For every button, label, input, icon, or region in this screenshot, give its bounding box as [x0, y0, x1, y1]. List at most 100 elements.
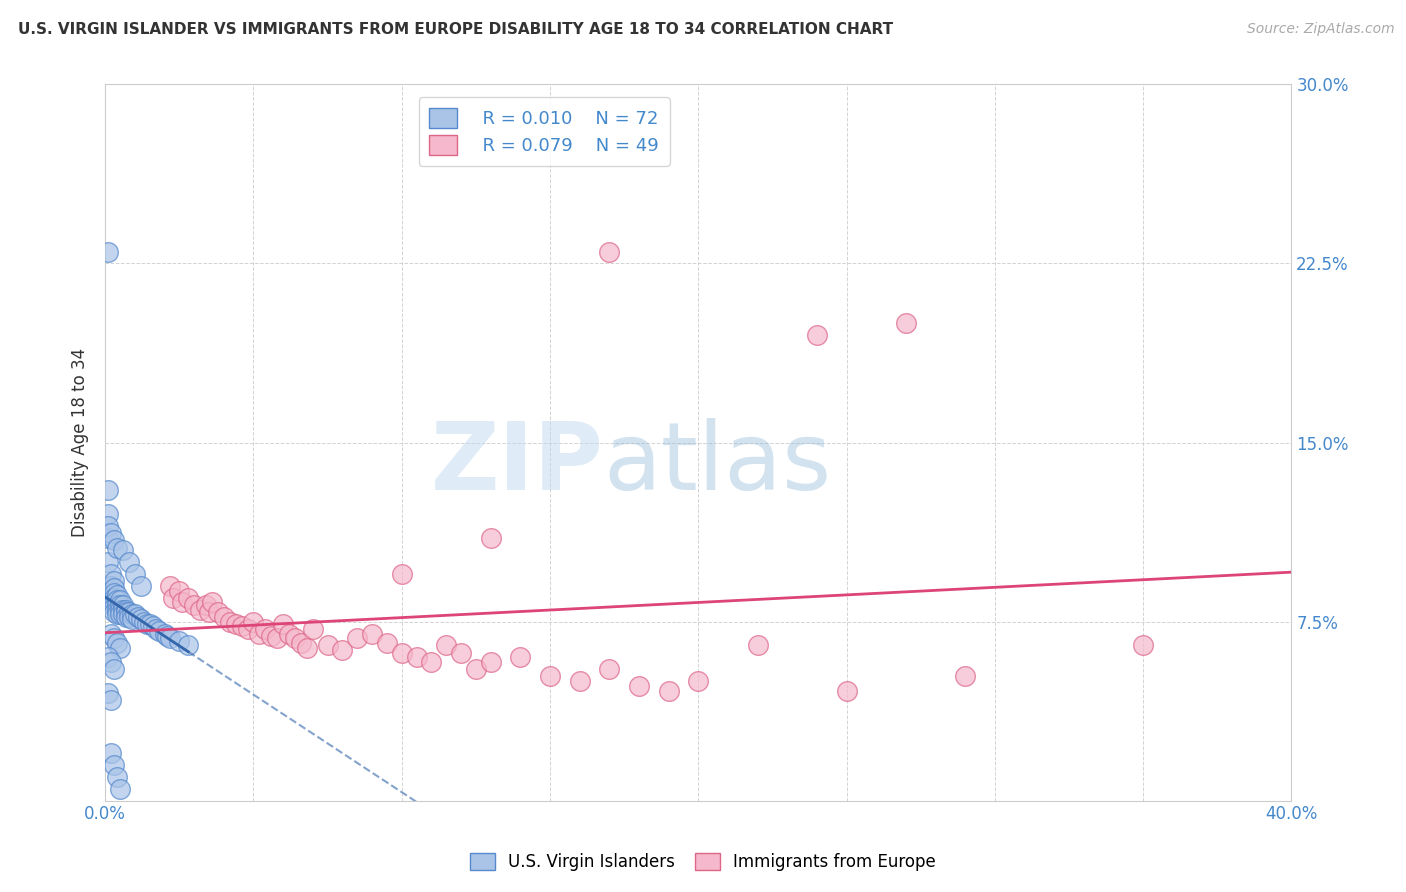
- Point: [218, 615, 240, 629]
- Point: [375, 636, 398, 650]
- Point: [97, 650, 120, 665]
- Point: [103, 632, 125, 646]
- Point: [103, 591, 125, 605]
- Point: [108, 640, 131, 655]
- Point: [242, 615, 264, 629]
- Point: [153, 626, 176, 640]
- Point: [97, 244, 120, 259]
- Point: [100, 566, 122, 581]
- Text: U.S. VIRGIN ISLANDER VS IMMIGRANTS FROM EUROPE DISABILITY AGE 18 TO 34 CORRELATI: U.S. VIRGIN ISLANDER VS IMMIGRANTS FROM …: [18, 22, 893, 37]
- Point: [212, 609, 235, 624]
- Point: [100, 591, 122, 605]
- Point: [108, 781, 131, 796]
- Point: [145, 622, 167, 636]
- Point: [420, 655, 443, 669]
- Point: [169, 583, 191, 598]
- Point: [111, 543, 134, 558]
- Point: [806, 328, 828, 343]
- Point: [509, 650, 531, 665]
- Point: [118, 609, 141, 624]
- Point: [105, 770, 128, 784]
- Point: [105, 602, 128, 616]
- Point: [124, 607, 146, 622]
- Point: [103, 574, 125, 588]
- Point: [156, 629, 179, 643]
- Point: [121, 607, 143, 622]
- Point: [132, 615, 155, 629]
- Point: [295, 640, 318, 655]
- Point: [183, 598, 205, 612]
- Point: [747, 639, 769, 653]
- Text: ZIP: ZIP: [430, 418, 603, 510]
- Point: [108, 602, 131, 616]
- Point: [105, 636, 128, 650]
- Point: [111, 598, 134, 612]
- Point: [278, 626, 301, 640]
- Point: [100, 595, 122, 609]
- Point: [103, 600, 125, 615]
- Text: atlas: atlas: [603, 418, 831, 510]
- Point: [100, 693, 122, 707]
- Point: [100, 655, 122, 669]
- Point: [105, 588, 128, 602]
- Point: [100, 626, 122, 640]
- Point: [108, 598, 131, 612]
- Point: [598, 244, 620, 259]
- Point: [105, 593, 128, 607]
- Text: Source: ZipAtlas.com: Source: ZipAtlas.com: [1247, 22, 1395, 37]
- Point: [271, 617, 294, 632]
- Point: [405, 650, 427, 665]
- Point: [142, 619, 165, 633]
- Point: [450, 646, 472, 660]
- Point: [198, 605, 221, 619]
- Point: [195, 598, 218, 612]
- Point: [105, 598, 128, 612]
- Point: [105, 541, 128, 555]
- Legend: U.S. Virgin Islanders, Immigrants from Europe: U.S. Virgin Islanders, Immigrants from E…: [461, 845, 945, 880]
- Point: [172, 595, 194, 609]
- Point: [97, 686, 120, 700]
- Point: [97, 519, 120, 533]
- Point: [236, 622, 259, 636]
- Point: [103, 586, 125, 600]
- Point: [953, 669, 976, 683]
- Point: [138, 617, 160, 632]
- Point: [894, 316, 917, 330]
- Point: [658, 683, 681, 698]
- Y-axis label: Disability Age 18 to 34: Disability Age 18 to 34: [72, 348, 89, 537]
- Point: [316, 639, 339, 653]
- Point: [97, 555, 120, 569]
- Point: [127, 609, 149, 624]
- Point: [105, 607, 128, 622]
- Point: [135, 617, 157, 632]
- Point: [260, 629, 283, 643]
- Point: [108, 607, 131, 622]
- Point: [118, 555, 141, 569]
- Point: [249, 626, 271, 640]
- Point: [97, 531, 120, 545]
- Point: [266, 632, 288, 646]
- Point: [290, 636, 312, 650]
- Point: [103, 757, 125, 772]
- Point: [115, 609, 138, 624]
- Point: [434, 639, 457, 653]
- Point: [688, 674, 710, 689]
- Point: [103, 581, 125, 595]
- Point: [464, 662, 486, 676]
- Point: [111, 607, 134, 622]
- Point: [598, 662, 620, 676]
- Point: [225, 617, 247, 632]
- Point: [100, 579, 122, 593]
- Point: [1132, 639, 1154, 653]
- Point: [100, 583, 122, 598]
- Point: [284, 632, 307, 646]
- Point: [111, 602, 134, 616]
- Point: [115, 602, 138, 616]
- Point: [177, 639, 200, 653]
- Point: [103, 595, 125, 609]
- Point: [162, 591, 184, 605]
- Point: [169, 633, 191, 648]
- Point: [103, 605, 125, 619]
- Point: [129, 612, 152, 626]
- Point: [391, 646, 413, 660]
